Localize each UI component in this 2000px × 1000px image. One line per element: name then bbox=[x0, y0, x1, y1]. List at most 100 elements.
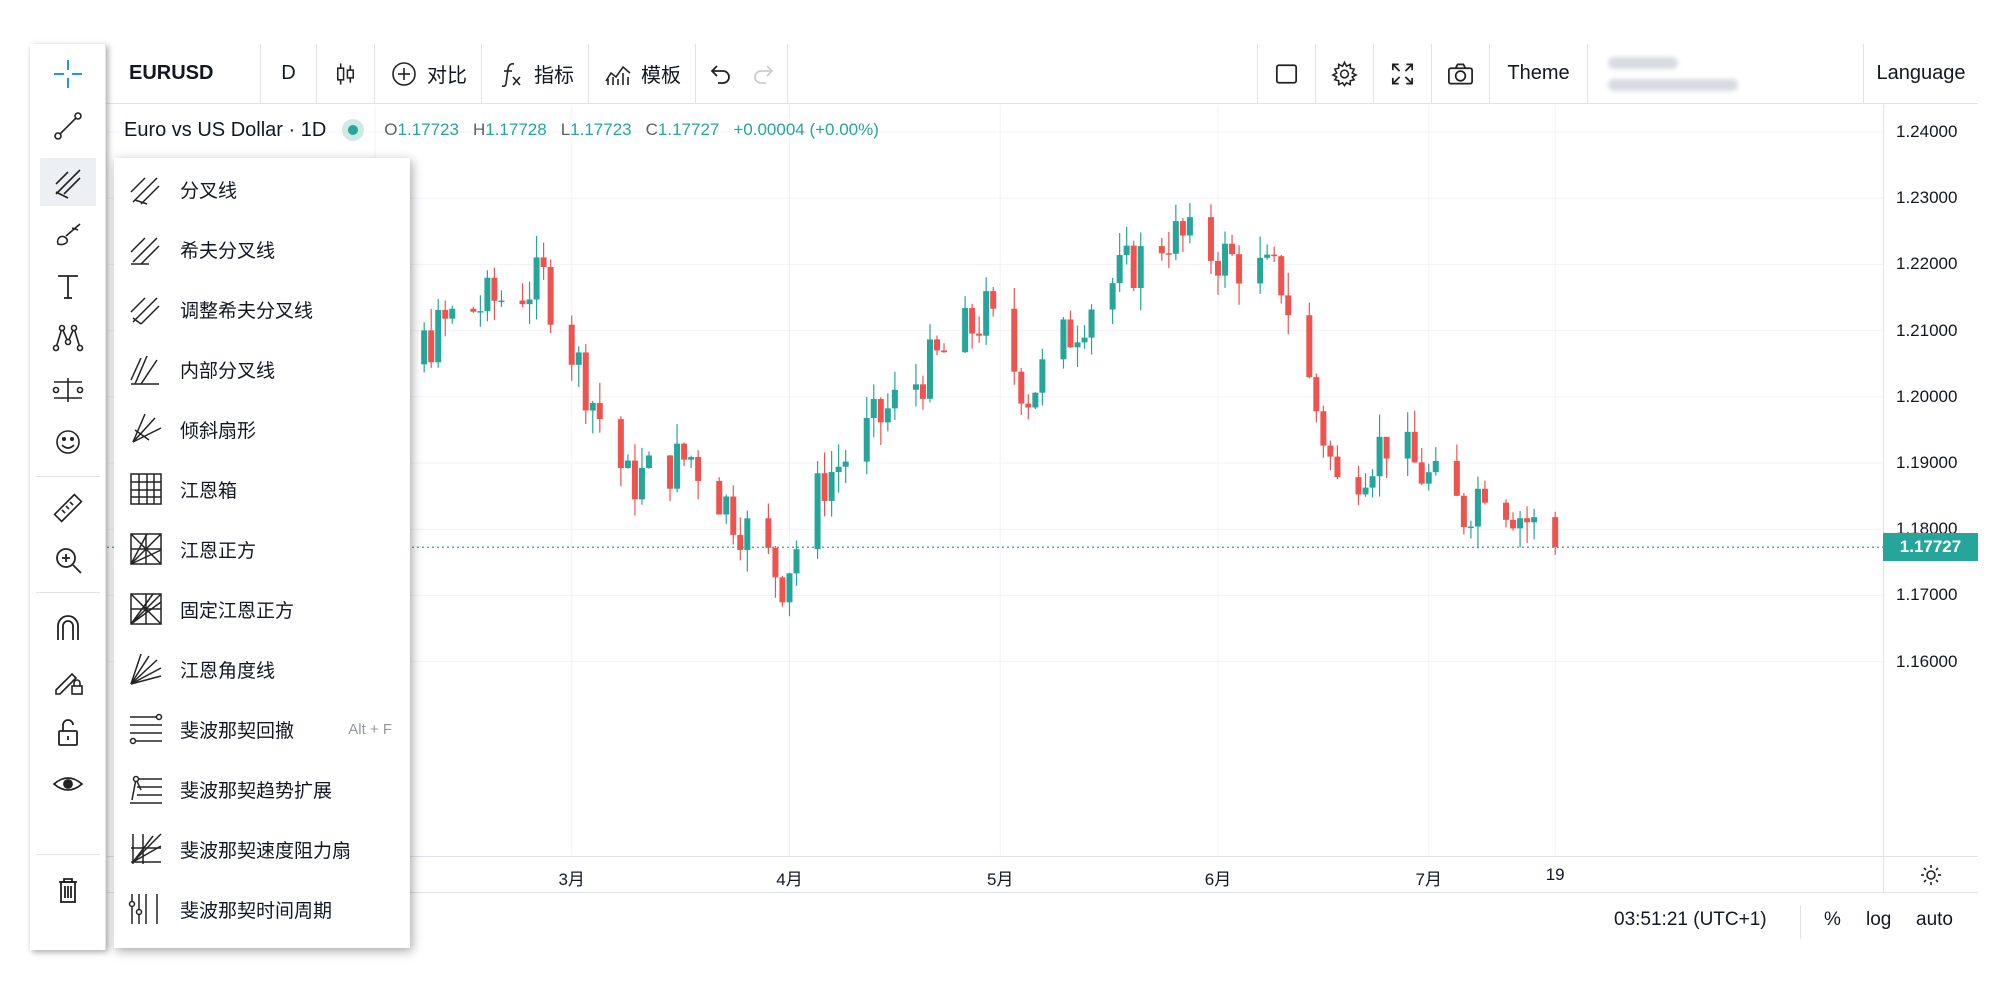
candle bbox=[1418, 448, 1425, 486]
candle-body bbox=[575, 352, 582, 365]
indicators-button[interactable]: 指标 bbox=[482, 43, 589, 104]
magnet-icon[interactable] bbox=[40, 604, 96, 652]
menu-item-gann-square-fixed[interactable]: 固定江恩正方 bbox=[114, 580, 410, 638]
symbol-title[interactable]: Euro vs US Dollar · 1D bbox=[124, 118, 327, 141]
menu-item-pitchfork[interactable]: 分叉线 bbox=[114, 160, 410, 218]
eye-icon[interactable] bbox=[40, 760, 96, 808]
gann-fan-icon bbox=[126, 649, 166, 689]
percent-scale-button[interactable]: % bbox=[1824, 909, 1841, 930]
redo-button[interactable] bbox=[742, 43, 788, 104]
pitchfork-icon bbox=[126, 169, 166, 209]
candle bbox=[1207, 204, 1214, 275]
menu-item-gann-fan[interactable]: 江恩角度线 bbox=[114, 640, 410, 698]
close-key: C bbox=[645, 120, 658, 139]
candle-body bbox=[863, 417, 870, 462]
templates-label: 模板 bbox=[641, 65, 681, 87]
candle-body bbox=[477, 311, 484, 313]
candle-body bbox=[688, 457, 695, 460]
zoom-in-icon[interactable] bbox=[40, 536, 96, 584]
trash-icon[interactable] bbox=[40, 866, 96, 914]
menu-item-pitchfan[interactable]: 倾斜扇形 bbox=[114, 400, 410, 458]
trend-line-icon[interactable] bbox=[40, 102, 96, 150]
text-icon[interactable] bbox=[40, 262, 96, 310]
candle bbox=[1179, 218, 1186, 252]
menu-item-fib-speed-fan[interactable]: 斐波那契速度阻力扇 bbox=[114, 820, 410, 878]
menu-item-gann-square[interactable]: 江恩正方 bbox=[114, 520, 410, 578]
theme-button[interactable]: Theme bbox=[1490, 43, 1588, 104]
price-chart[interactable] bbox=[107, 105, 1883, 880]
unlock-icon[interactable] bbox=[40, 708, 96, 756]
price-axis[interactable]: 1.24000 1.23000 1.22000 1.21000 1.20000 1.190… bbox=[1883, 105, 1978, 880]
interval-button[interactable]: D bbox=[261, 43, 317, 104]
candle bbox=[491, 267, 498, 321]
fib-trend-extension-icon bbox=[126, 769, 166, 809]
candle-body bbox=[1123, 245, 1130, 255]
fullscreen-button[interactable] bbox=[1374, 43, 1432, 104]
pattern-icon[interactable] bbox=[40, 314, 96, 362]
candle-body bbox=[786, 573, 793, 603]
log-scale-button[interactable]: log bbox=[1866, 909, 1892, 930]
prediction-icon[interactable] bbox=[40, 366, 96, 414]
menu-item-modified-schiff-pitchfork[interactable]: 调整希夫分叉线 bbox=[114, 280, 410, 338]
candle bbox=[919, 375, 926, 410]
sun-settings-icon bbox=[1921, 864, 1941, 885]
crosshair-icon[interactable] bbox=[40, 50, 96, 98]
layout-button[interactable] bbox=[1258, 43, 1316, 104]
candle-body bbox=[1257, 257, 1264, 284]
redo-icon bbox=[753, 64, 773, 84]
candle-body bbox=[1285, 295, 1292, 316]
change-value: +0.00004 (+0.00%) bbox=[733, 120, 879, 139]
clock[interactable]: 03:51:21 (UTC+1) bbox=[1614, 909, 1767, 930]
candle-body bbox=[1503, 502, 1510, 520]
axis-settings-button[interactable] bbox=[1883, 856, 1978, 892]
candle bbox=[674, 424, 681, 493]
candle bbox=[638, 447, 645, 505]
candle-body bbox=[1088, 309, 1095, 338]
chart-pane[interactable] bbox=[107, 105, 1883, 880]
candle bbox=[793, 540, 800, 586]
menu-item-fib-retracement[interactable]: 斐波那契回撤 Alt + F bbox=[114, 700, 410, 758]
menu-item-gann-box[interactable]: 江恩箱 bbox=[114, 460, 410, 518]
fib-retracement-icon bbox=[126, 709, 166, 749]
symbol-search-button[interactable]: EURUSD bbox=[107, 43, 261, 104]
menu-item-fib-trend-extension[interactable]: 斐波那契趋势扩展 bbox=[114, 760, 410, 818]
brush-icon[interactable] bbox=[40, 210, 96, 258]
candle bbox=[1285, 272, 1292, 335]
candle-body bbox=[596, 403, 603, 420]
candle-body bbox=[976, 333, 983, 336]
candle bbox=[477, 295, 484, 327]
separator bbox=[1800, 905, 1801, 939]
last-price-tag: 1.17727 bbox=[1883, 533, 1978, 562]
undo-button[interactable] bbox=[696, 44, 742, 104]
language-button[interactable]: Language bbox=[1864, 44, 1978, 104]
account-selector[interactable] bbox=[1588, 43, 1864, 104]
menu-item-inside-pitchfork[interactable]: 内部分叉线 bbox=[114, 340, 410, 398]
candle-body bbox=[1411, 431, 1418, 463]
candle-body bbox=[1032, 392, 1039, 408]
menu-item-label: 斐波那契回撤 bbox=[180, 720, 295, 742]
candle bbox=[568, 315, 575, 381]
menu-item-label: 固定江恩正方 bbox=[180, 600, 295, 622]
candle bbox=[962, 296, 969, 354]
candle-body bbox=[540, 257, 547, 268]
menu-item-fib-time-zone[interactable]: 斐波那契时间周期 bbox=[114, 880, 410, 938]
compare-button[interactable]: 对比 bbox=[375, 43, 482, 104]
candle bbox=[1236, 245, 1243, 305]
smiley-icon[interactable] bbox=[40, 418, 96, 466]
modified-schiff-pitchfork-icon bbox=[126, 289, 166, 329]
pitchfork-tools-icon[interactable] bbox=[40, 158, 96, 206]
auto-scale-button[interactable]: auto bbox=[1916, 909, 1953, 930]
menu-item-schiff-pitchfork[interactable]: 希夫分叉线 bbox=[114, 220, 410, 278]
ruler-icon[interactable] bbox=[40, 484, 96, 532]
candle-body bbox=[645, 455, 652, 468]
lock-drawing-icon[interactable] bbox=[40, 656, 96, 704]
templates-button[interactable]: 模板 bbox=[589, 43, 696, 104]
market-status-icon[interactable] bbox=[342, 119, 365, 141]
chart-type-button[interactable] bbox=[317, 43, 375, 104]
candle bbox=[772, 546, 779, 598]
candle bbox=[1320, 405, 1327, 458]
settings-button[interactable] bbox=[1316, 43, 1374, 104]
low-key: L bbox=[560, 120, 571, 139]
screenshot-button[interactable] bbox=[1432, 43, 1490, 104]
gann-square-fixed-icon bbox=[126, 589, 166, 629]
